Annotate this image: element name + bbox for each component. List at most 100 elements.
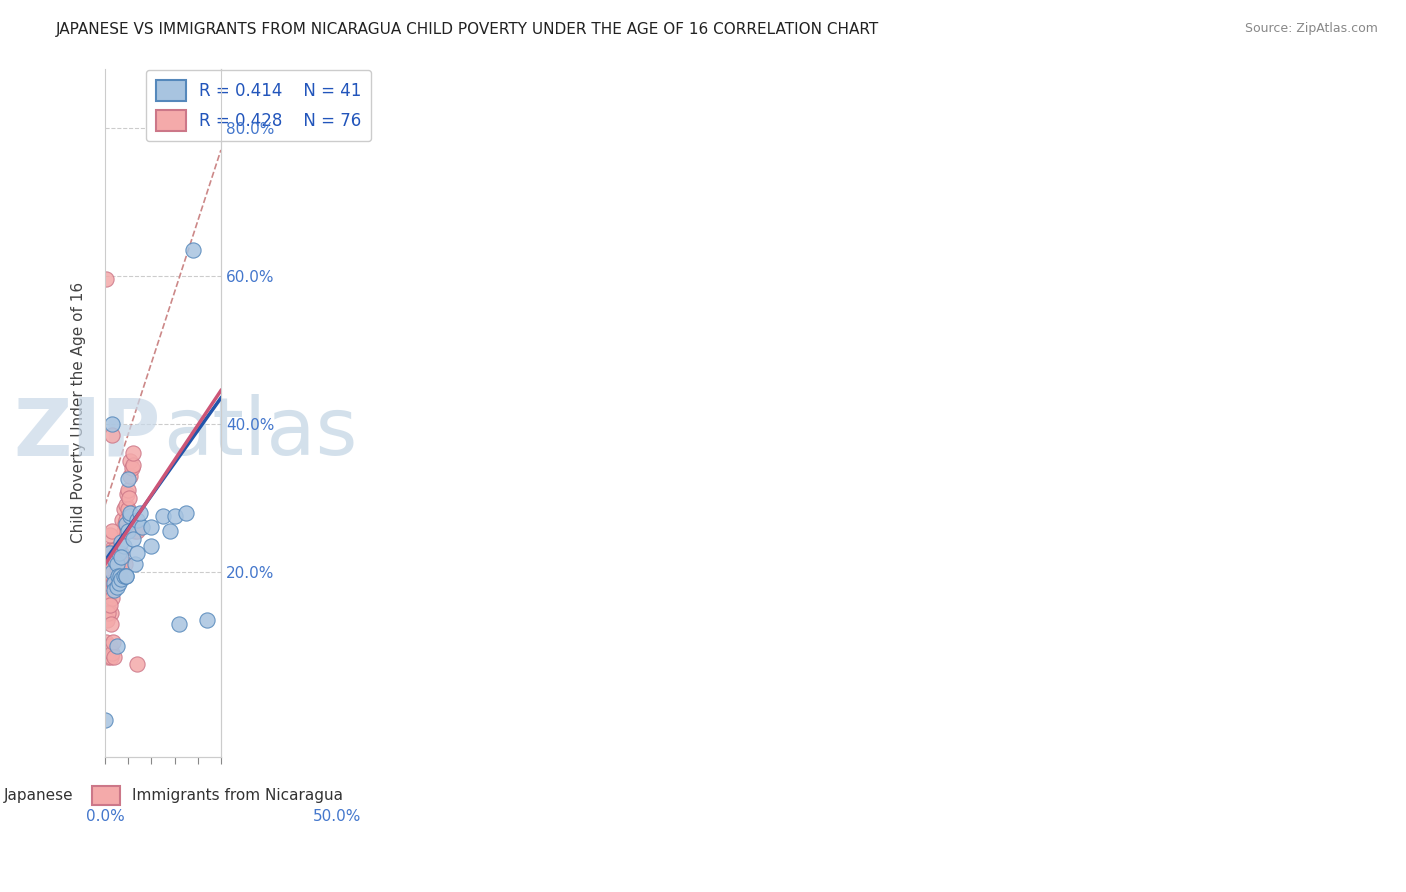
Text: ZIP: ZIP (14, 394, 160, 473)
Point (96, 546, 118, 560)
Point (110, 561, 132, 575)
Point (103, 650, 125, 665)
Point (103, 561, 125, 575)
Point (103, 583, 125, 598)
Point (152, 509, 174, 524)
Point (167, 616, 190, 631)
Point (110, 546, 132, 560)
Point (121, 446, 143, 460)
Point (104, 546, 127, 560)
Point (100, 546, 122, 560)
Point (105, 561, 128, 575)
Point (101, 576, 124, 591)
Point (98, 587, 121, 601)
Point (127, 657, 149, 672)
Point (117, 524, 139, 538)
Point (101, 524, 124, 538)
Point (124, 558, 146, 572)
Point (115, 513, 138, 527)
Point (128, 506, 150, 520)
Point (115, 568, 138, 582)
Point (108, 561, 131, 575)
Point (97, 576, 120, 591)
Point (110, 550, 132, 565)
Point (100, 606, 122, 620)
Point (101, 565, 124, 579)
Point (107, 546, 129, 560)
Point (121, 461, 143, 475)
Text: Source: ZipAtlas.com: Source: ZipAtlas.com (1244, 22, 1378, 36)
Point (103, 542, 125, 557)
Point (98, 528, 121, 542)
Point (100, 558, 122, 572)
Point (110, 535, 132, 549)
Point (114, 516, 136, 531)
Text: JAPANESE VS IMMIGRANTS FROM NICARAGUA CHILD POVERTY UNDER THE AGE OF 16 CORRELAT: JAPANESE VS IMMIGRANTS FROM NICARAGUA CH… (56, 22, 880, 37)
Point (112, 502, 135, 516)
Y-axis label: Child Poverty Under the Age of 16: Child Poverty Under the Age of 16 (72, 282, 86, 543)
Point (103, 576, 125, 591)
Point (117, 483, 139, 498)
Point (120, 454, 142, 468)
Point (94, 561, 117, 575)
Point (114, 558, 136, 572)
Point (108, 568, 131, 582)
Point (97, 554, 120, 568)
Point (115, 498, 138, 512)
Point (101, 558, 124, 572)
Point (101, 568, 124, 582)
Point (120, 506, 142, 520)
Point (98, 598, 121, 612)
Point (141, 520, 163, 534)
Point (98, 572, 121, 586)
Point (94, 635, 117, 649)
Point (163, 509, 186, 524)
Point (121, 458, 143, 472)
Text: 0.0%: 0.0% (86, 809, 124, 823)
Point (101, 546, 124, 560)
Point (105, 558, 128, 572)
Point (174, 506, 197, 520)
Point (97, 598, 120, 612)
Point (105, 580, 128, 594)
Point (112, 568, 135, 582)
Point (124, 524, 146, 538)
Point (115, 568, 138, 582)
Point (101, 635, 124, 649)
Point (94, 713, 117, 727)
Point (127, 513, 149, 527)
Point (97, 606, 120, 620)
Point (96, 646, 118, 660)
Point (94, 272, 117, 286)
Point (115, 487, 138, 501)
Text: atlas: atlas (163, 394, 357, 473)
Point (105, 546, 128, 560)
Point (100, 561, 122, 575)
Point (96, 558, 118, 572)
Point (96, 591, 118, 605)
Point (101, 428, 124, 442)
Point (159, 524, 181, 538)
Point (104, 558, 127, 572)
Point (94, 583, 117, 598)
Point (108, 558, 131, 572)
Point (96, 546, 118, 560)
Point (181, 243, 204, 257)
Point (110, 572, 132, 586)
Point (98, 546, 121, 560)
Point (98, 542, 121, 557)
Point (120, 468, 142, 483)
Point (101, 591, 124, 605)
Point (115, 516, 138, 531)
Point (101, 561, 124, 575)
Point (112, 539, 135, 553)
Point (96, 568, 118, 582)
Point (107, 558, 129, 572)
Point (117, 472, 139, 486)
Point (104, 554, 127, 568)
Point (97, 650, 120, 665)
Point (98, 639, 121, 653)
Point (112, 524, 135, 538)
Point (96, 613, 118, 627)
Point (121, 532, 143, 546)
